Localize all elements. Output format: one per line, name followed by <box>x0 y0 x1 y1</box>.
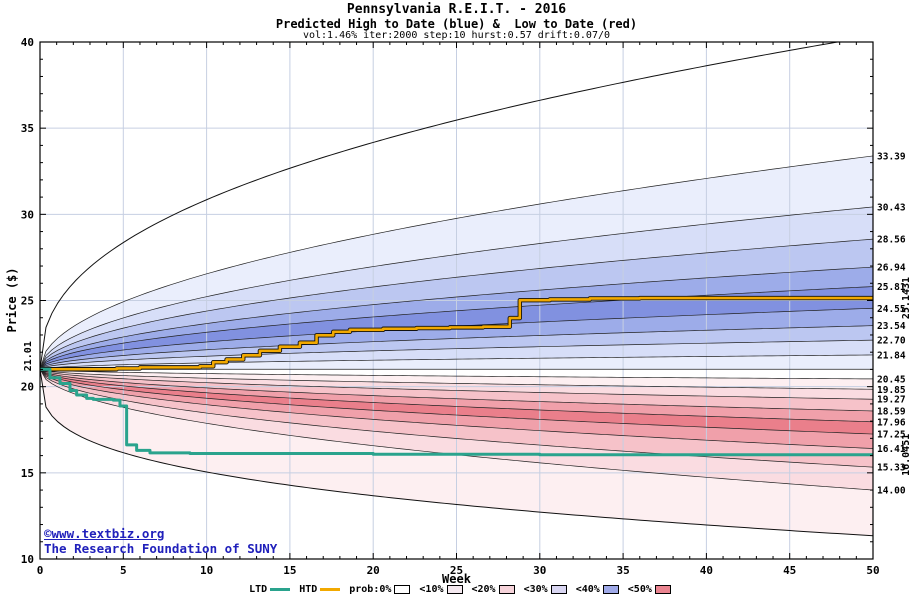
legend-item: <20% <box>472 584 515 595</box>
legend-item: <40% <box>576 584 619 595</box>
right-axis-label: 17.25 <box>877 430 906 441</box>
watermark-url[interactable]: ©www.textbiz.org <box>44 526 165 541</box>
x-tick-label: 50 <box>866 564 879 577</box>
legend-swatch-box <box>550 585 567 594</box>
right-axis-label: 25.81 <box>877 282 906 293</box>
price-lines <box>40 295 873 457</box>
right-axis-label: 23.54 <box>877 321 906 332</box>
right-axis-label: 28.56 <box>877 235 906 246</box>
y-axis-title: Price ($) <box>5 267 19 333</box>
right-axis-label: 15.33 <box>877 463 906 474</box>
y-tick-label: 10 <box>21 553 34 566</box>
legend-swatch-box <box>498 585 515 594</box>
ltd-line <box>40 367 873 457</box>
y-tick-label: 40 <box>21 36 34 49</box>
legend-swatch-line <box>320 588 341 591</box>
axes: 0 5 10 15 20 25 30 35 40 45 50 10 15 20 25 30 35 40 33.39 3… <box>21 36 912 577</box>
right-axis-label: 18.59 <box>877 406 906 417</box>
y-tick-label: 15 <box>21 467 34 480</box>
y-tick-label: 20 <box>21 381 34 394</box>
legend-label: <10% <box>419 584 444 595</box>
right-axis-label: 19.27 <box>877 395 906 406</box>
legend-label: <30% <box>523 584 548 595</box>
x-tick-label: 25 <box>450 564 463 577</box>
start-price-label: 21.01 <box>23 341 34 371</box>
htd-line <box>40 296 873 371</box>
x-tick-label: 35 <box>616 564 629 577</box>
watermark: ©www.textbiz.org The Research Foundation… <box>44 526 277 556</box>
envelope-bottom-outline <box>40 369 873 537</box>
x-tick-label: 45 <box>783 564 796 577</box>
right-axis-label: 16.41 <box>877 444 906 455</box>
legend-item: HTD <box>299 584 341 595</box>
legend-item: prob:0% <box>349 584 411 595</box>
right-axis-label: 26.94 <box>877 263 906 274</box>
x-tick-label: 15 <box>283 564 296 577</box>
right-axis-label: 21.84 <box>877 350 906 361</box>
y-tick-label: 35 <box>21 122 34 135</box>
y-tick-label: 30 <box>21 208 34 221</box>
legend-label: <40% <box>575 584 600 595</box>
legend-label: HTD <box>299 584 318 595</box>
legend-label: <50% <box>627 584 652 595</box>
chart-legend: LTD HTD prob:0% <10% <20% <30% <40% <50% <box>0 584 920 595</box>
right-axis-label: 22.70 <box>877 336 906 347</box>
x-tick-label: 5 <box>120 564 127 577</box>
legend-label: <20% <box>471 584 496 595</box>
band-boundaries <box>40 42 873 537</box>
right-axis-label: 20.45 <box>877 374 906 385</box>
right-axis-label: 24.55 <box>877 304 906 315</box>
right-axis-label: 14.00 <box>877 486 906 497</box>
legend-item: LTD <box>249 584 291 595</box>
legend-swatch-box <box>654 585 671 594</box>
watermark-org: The Research Foundation of SUNY <box>44 541 278 556</box>
gridlines <box>40 42 873 559</box>
x-tick-label: 0 <box>37 564 44 577</box>
right-axis-label: 17.96 <box>877 417 906 428</box>
legend-label: LTD <box>249 584 268 595</box>
right-axis-label: 30.43 <box>877 202 906 213</box>
x-tick-label: 20 <box>367 564 380 577</box>
ltd-final-value: 16.0451 <box>901 434 912 476</box>
x-tick-label: 10 <box>200 564 213 577</box>
x-axis-title: Week <box>442 572 471 586</box>
legend-swatch-box <box>446 585 463 594</box>
chart-subtitle: Predicted High to Date (blue) & Low to D… <box>275 17 638 31</box>
x-tick-label: 40 <box>700 564 713 577</box>
legend-item: <30% <box>524 584 567 595</box>
legend-item: <50% <box>628 584 671 595</box>
chart-title: Pennsylvania R.E.I.T. - 2016 <box>346 2 567 17</box>
legend-label: prob:0% <box>349 584 392 595</box>
chart-parameters: vol:1.46% iter:2000 step:10 hurst:0.57 d… <box>302 30 611 41</box>
legend-swatch-box <box>602 585 619 594</box>
legend-item: <10% <box>419 584 463 595</box>
x-tick-label: 30 <box>533 564 546 577</box>
y-tick-label: 25 <box>21 295 34 308</box>
right-axis-label: 19.85 <box>877 385 906 396</box>
right-axis-label: 33.39 <box>877 151 906 162</box>
htd-final-value: 25.1431 <box>901 277 912 319</box>
legend-swatch-line <box>270 588 291 591</box>
legend-swatch-box <box>394 585 411 594</box>
envelope-top-outline <box>40 42 841 370</box>
